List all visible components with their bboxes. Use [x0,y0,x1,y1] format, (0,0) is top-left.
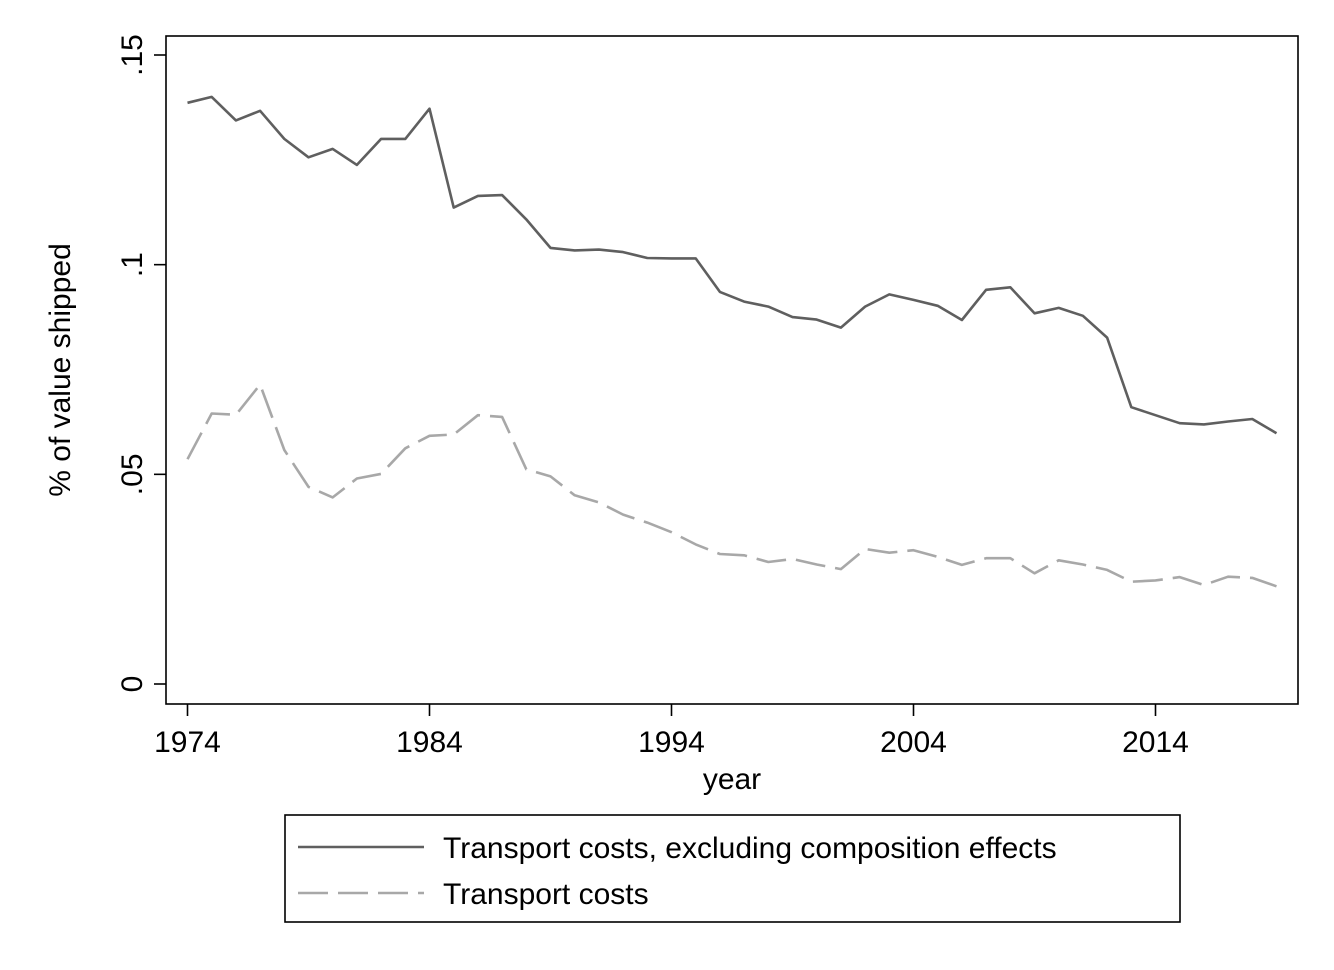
x-axis-title: year [703,763,761,796]
y-axis-title: % of value shipped [44,243,77,497]
series-points-2 [186,383,1279,589]
data-point [258,383,262,387]
legend-label-series-1: Transport costs, excluding composition e… [443,832,1057,865]
data-point [791,557,795,561]
data-point [1202,583,1206,587]
legend-frame [284,814,1181,923]
x-tick-label: 1974 [154,726,221,759]
data-point [452,432,456,436]
series-line-2 [186,383,1277,588]
x-tick-label: 2004 [880,726,947,759]
x-tick-label: 2014 [1122,726,1189,759]
data-point [234,413,238,417]
y-tick-label: .05 [116,453,149,495]
y-axis: 0 .05 .1 .15 [116,34,166,692]
series-points-1 [186,95,1279,435]
y-tick-label: .15 [116,34,149,76]
y-tick-label: .1 [116,252,149,277]
plot-frame [165,35,1299,705]
series-line-1 [187,95,1278,435]
data-point [863,547,867,551]
legend-label-series-2: Transport costs [443,878,649,911]
x-tick-label: 1994 [638,726,705,759]
x-tick-label: 1984 [396,726,463,759]
x-axis: 1974 1984 1994 2004 2014 [154,704,1189,759]
data-point [1129,580,1133,584]
series-layer [186,95,1279,589]
legend: Transport costs, excluding composition e… [284,814,1181,923]
y-tick-label: 0 [116,676,149,693]
